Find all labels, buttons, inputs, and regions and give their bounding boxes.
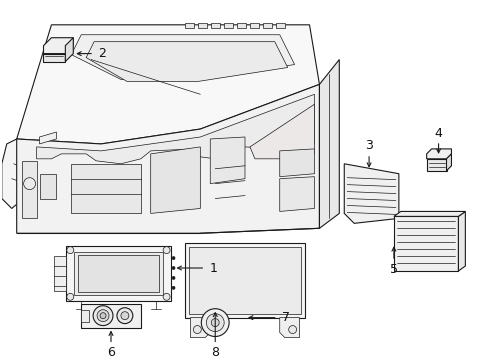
Circle shape [163, 247, 170, 253]
Circle shape [172, 257, 175, 260]
Polygon shape [65, 38, 74, 62]
Polygon shape [44, 54, 65, 62]
Circle shape [24, 178, 36, 190]
Circle shape [67, 293, 74, 300]
Circle shape [97, 310, 109, 321]
Circle shape [121, 312, 129, 320]
Polygon shape [151, 147, 200, 213]
Circle shape [172, 266, 175, 270]
Polygon shape [427, 149, 451, 159]
Polygon shape [71, 35, 294, 80]
Polygon shape [54, 256, 66, 291]
Polygon shape [44, 38, 74, 54]
Polygon shape [86, 42, 288, 81]
Bar [66, 246, 171, 301]
Circle shape [67, 247, 74, 253]
Bar [81, 310, 89, 321]
Polygon shape [427, 159, 446, 171]
Polygon shape [210, 137, 245, 184]
Polygon shape [344, 164, 399, 223]
Polygon shape [319, 59, 339, 228]
Polygon shape [459, 211, 466, 271]
Polygon shape [2, 139, 31, 208]
Polygon shape [250, 104, 315, 159]
Polygon shape [237, 23, 246, 28]
Polygon shape [446, 154, 451, 171]
Polygon shape [263, 23, 272, 28]
Circle shape [194, 325, 201, 333]
Text: 1: 1 [209, 261, 217, 275]
Polygon shape [280, 318, 299, 337]
Text: 2: 2 [98, 47, 106, 60]
Text: 7: 7 [282, 311, 290, 324]
Polygon shape [394, 211, 466, 216]
Polygon shape [211, 23, 220, 28]
Circle shape [289, 325, 296, 333]
Circle shape [117, 308, 133, 324]
Polygon shape [280, 149, 315, 177]
Circle shape [206, 314, 224, 332]
Text: 4: 4 [435, 126, 442, 140]
Polygon shape [394, 216, 459, 271]
Polygon shape [40, 174, 56, 198]
Polygon shape [37, 94, 315, 164]
Polygon shape [40, 132, 56, 144]
Polygon shape [22, 161, 37, 219]
Bar [185, 243, 305, 318]
Circle shape [100, 313, 106, 319]
Text: 3: 3 [365, 139, 373, 152]
Circle shape [172, 276, 175, 279]
Circle shape [211, 319, 219, 327]
Polygon shape [250, 23, 259, 28]
Polygon shape [185, 23, 195, 28]
Polygon shape [71, 164, 141, 213]
Circle shape [93, 306, 113, 325]
Polygon shape [280, 177, 315, 211]
Polygon shape [191, 318, 210, 337]
Circle shape [163, 293, 170, 300]
Polygon shape [198, 23, 207, 28]
Circle shape [172, 286, 175, 289]
Bar [74, 252, 163, 295]
Circle shape [201, 309, 229, 337]
Polygon shape [276, 23, 285, 28]
Bar [78, 255, 159, 292]
Polygon shape [81, 304, 141, 328]
Text: 5: 5 [390, 262, 398, 275]
Bar [190, 247, 300, 314]
Polygon shape [17, 25, 319, 144]
Polygon shape [224, 23, 233, 28]
Text: 8: 8 [211, 346, 219, 359]
Text: 6: 6 [107, 346, 115, 359]
Polygon shape [17, 84, 319, 233]
